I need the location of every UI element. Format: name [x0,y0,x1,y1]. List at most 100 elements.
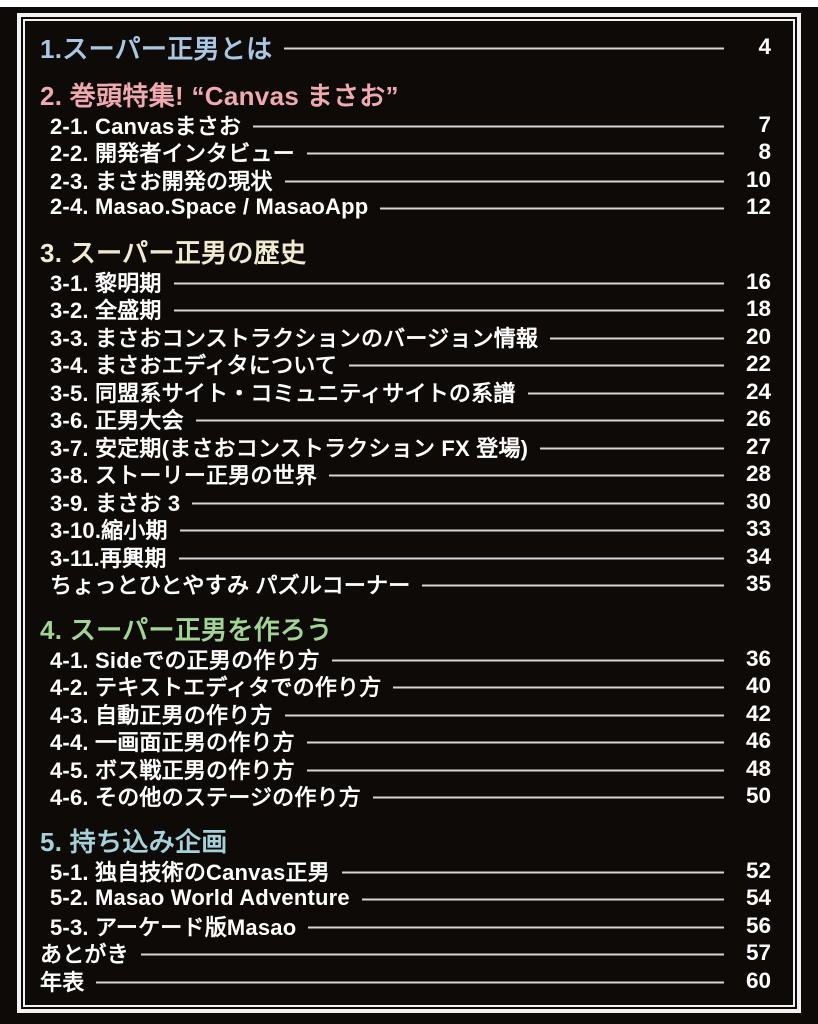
toc-entry-label: 4-2. テキストエディタでの作り方 [50,675,382,701]
toc-entry-page: 60 [745,967,771,993]
toc-entry-label: 3-1. 黎明期 [50,270,162,296]
leader-line [341,871,724,874]
toc-entry-label: 4-1. Sideでの正男の作り方 [50,647,320,673]
toc-entry: 4-4. 一画面正男の作り方 46 [40,728,771,756]
toc-entry-label: 3-4. まさおエディタについて [50,353,338,379]
leader-line [173,309,724,312]
toc-entry-label: 3-7. 安定期(まさおコンストラクション FX 登場) [50,435,529,461]
toc-entry-page: 50 [745,783,771,809]
toc-entry-label: あとがき [40,942,129,968]
leader-line [308,926,724,929]
toc-entry: 4-3. 自動正男の作り方 42 [40,700,771,728]
leader-line [306,769,724,772]
leader-line [306,152,724,155]
leader-line [284,47,724,50]
toc-entry-page: 24 [745,378,771,404]
leader-line [349,364,724,367]
toc-frame: 1.スーパー正男とは 4 2. 巻頭特集! “Canvas まさお” 2-1. … [17,13,801,1013]
leader-line [195,419,724,422]
toc-entry: 3-8. ストーリー正男の世界 28 [40,461,771,489]
toc-entry: 4-5. ボス戦正男の作り方 48 [40,755,771,783]
toc-entry: 3-1. 黎明期 16 [40,268,771,296]
toc-entry-page: 36 [745,645,771,671]
toc-entry-page: 30 [745,488,771,514]
toc-section-2-heading-row: 2. 巻頭特集! “Canvas まさお” [40,77,771,111]
leader-line [306,741,724,744]
toc-entry-afterword: あとがき 57 [40,940,771,968]
toc-entry-page: 33 [745,516,771,542]
toc-entry: 5-3. アーケード版Masao 56 [40,912,771,940]
toc-entry-page: 10 [745,166,771,192]
toc-entry-label: 2-2. 開発者インタビュー [50,141,295,167]
toc-entry-page: 34 [745,543,771,569]
toc-entry: 2-1. Canvasまさお 7 [40,111,771,139]
toc-entry-label: 2-4. Masao.Space / MasaoApp [50,194,369,220]
toc-entry-page: 52 [745,857,771,883]
leader-line [173,282,724,285]
page-edge-strip [0,0,818,7]
toc-section-2-heading: 2. 巻頭特集! “Canvas まさお” [40,80,399,111]
toc-entry-page: 26 [745,406,771,432]
toc-entry-page: 40 [745,673,771,699]
toc-entry-page: 56 [745,912,771,938]
toc-entry-label: 3-11.再興期 [50,545,167,571]
toc-entry-page: 7 [758,111,771,137]
toc-entry: 4-6. その他のステージの作り方 50 [40,783,771,810]
toc-entry: 2-3. まさお開発の現状 10 [40,166,771,194]
toc-entry-label: 4-5. ボス戦正男の作り方 [50,757,295,783]
toc-entry: 2-4. Masao.Space / MasaoApp 12 [40,194,771,222]
leader-line [331,659,724,662]
leader-line [192,502,724,505]
toc-entry-page: 42 [745,700,771,726]
toc-entry: 3-5. 同盟系サイト・コミュニティサイトの系譜 24 [40,378,771,406]
toc-entry: 3-11.再興期 34 [40,543,771,571]
toc-frame-inner-border: 1.スーパー正男とは 4 2. 巻頭特集! “Canvas まさお” 2-1. … [23,19,795,1007]
toc-entry: 3-10.縮小期 33 [40,516,771,544]
toc-section-1-heading-row: 1.スーパー正男とは 4 [40,30,771,64]
toc-entry-label: 2-3. まさお開発の現状 [50,168,273,194]
leader-line [361,898,724,901]
leader-line [140,953,724,956]
leader-line [550,337,724,340]
leader-line [393,686,724,689]
toc-entry-label: 5-2. Masao World Adventure [50,885,350,911]
toc-entry: 3-4. まさおエディタについて 22 [40,351,771,379]
leader-line [422,584,724,587]
toc-entry: 4-2. テキストエディタでの作り方 40 [40,673,771,701]
leader-line [540,447,724,450]
toc-entry-timeline: 年表 60 [40,967,771,995]
toc-entry-page: 22 [745,351,771,377]
toc-entry-label: 3-10.縮小期 [50,518,168,544]
toc-section-4-heading: 4. スーパー正男を作ろう [40,614,333,645]
toc-entry: 3-3. まさおコンストラクションのバージョン情報 20 [40,323,771,351]
toc-entry-label: 2-1. Canvasまさお [50,113,242,139]
leader-line [527,392,724,395]
toc-entry-label: 4-4. 一画面正男の作り方 [50,730,295,756]
toc-entry-page: 54 [745,885,771,911]
leader-line [179,529,724,532]
toc-entry: 4-1. Sideでの正男の作り方 36 [40,645,771,673]
toc-section-3-heading: 3. スーパー正男の歴史 [40,237,307,268]
toc-entry: 3-7. 安定期(まさおコンストラクション FX 登場) 27 [40,433,771,461]
toc-entry-label: 4-3. 自動正男の作り方 [50,702,273,728]
toc-entry: 2-2. 開発者インタビュー 8 [40,139,771,167]
toc-section-1-page: 4 [758,34,771,59]
toc-entry-page: 16 [745,268,771,294]
toc-entry-page: 20 [745,323,771,349]
toc-entry-label: 3-6. 正男大会 [50,408,184,434]
toc-entry-label: 3-9. まさお 3 [50,490,181,516]
toc-section-5-heading: 5. 持ち込み企画 [40,826,228,857]
leader-line [253,125,724,128]
toc-entry-label: 3-8. ストーリー正男の世界 [50,463,318,489]
leader-line [329,474,724,477]
table-of-contents: 1.スーパー正男とは 4 2. 巻頭特集! “Canvas まさお” 2-1. … [25,21,793,1005]
toc-entry: ちょっとひとやすみ パズルコーナー 35 [40,571,771,598]
leader-line [380,207,724,210]
leader-line [372,796,724,799]
leader-line [284,714,724,717]
toc-section-1-heading: 1.スーパー正男とは [40,33,273,64]
toc-entry: 5-2. Masao World Adventure 54 [40,885,771,913]
toc-entry-page: 35 [745,571,771,597]
toc-entry: 5-1. 独自技術のCanvas正男 52 [40,857,771,885]
toc-entry-page: 48 [745,755,771,781]
